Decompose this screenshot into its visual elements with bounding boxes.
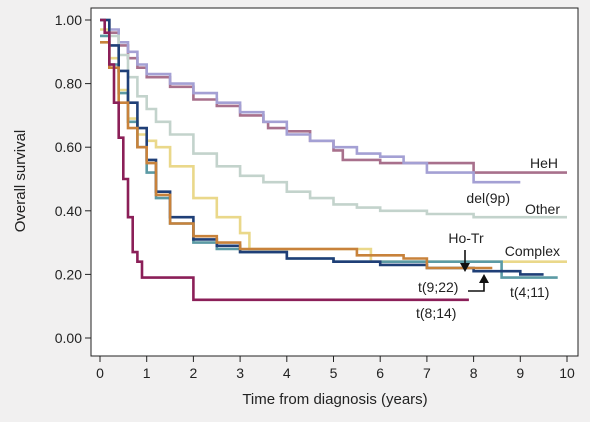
x-tick-label: 6 [376,365,384,381]
x-axis-title: Time from diagnosis (years) [242,391,427,408]
t-9-22-arrow-head [479,274,489,283]
annotation-layer: HeH del(9p) Other Ho-Tr Complex t(9;22) t(4;11… [416,155,560,321]
series-layer [100,18,567,302]
x-tick-label: 8 [470,365,478,381]
y-tick-label: 0.20 [55,266,82,282]
axes-layer: 0 1 2 3 4 5 6 7 8 9 10 0.00 0.20 0.40 0.60 0.80 1.00 [55,12,575,381]
x-tick-label: 3 [236,365,244,381]
x-tick-label: 0 [96,365,104,381]
series-label: Ho-Tr [448,230,484,246]
y-tick-label: 1.00 [55,12,82,28]
series-label: del(9p) [466,190,510,206]
x-tick-label: 7 [423,365,431,381]
y-tick-label: 0.40 [55,203,82,219]
x-tick-label: 5 [330,365,338,381]
series-label: t(9;22) [418,279,458,295]
x-tick-label: 1 [143,365,151,381]
series-line-t-9-22 [100,41,493,270]
series-label: t(4;11) [510,284,549,300]
x-tick-label: 2 [190,365,198,381]
series-label: Complex [505,243,560,259]
series-label: t(8;14) [416,305,456,321]
series-label: Other [525,201,560,217]
series-line-other [100,18,567,219]
series-line-del-9p [100,18,521,184]
series-label: HeH [530,155,558,171]
x-tick-label: 4 [283,365,291,381]
y-axis-title: Overall survival [12,130,29,233]
ho-tr-arrow-head [460,263,470,272]
y-tick-label: 0.80 [55,76,82,92]
x-tick-label: 9 [516,365,524,381]
series-line-t-8-14 [100,18,469,302]
y-tick-label: 0.00 [55,330,82,346]
x-tick-label: 10 [559,365,575,381]
y-tick-label: 0.60 [55,139,82,155]
